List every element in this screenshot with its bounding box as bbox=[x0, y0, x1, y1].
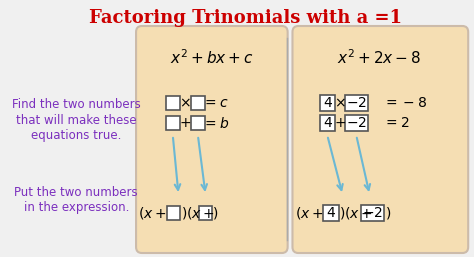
Bar bbox=[191, 116, 205, 130]
Bar bbox=[167, 206, 181, 220]
Bar bbox=[361, 205, 384, 221]
Text: $)(x+$: $)(x+$ bbox=[339, 205, 373, 221]
Bar bbox=[191, 96, 205, 110]
Text: 4: 4 bbox=[327, 206, 336, 220]
Bar bbox=[323, 205, 339, 221]
Text: $)$: $)$ bbox=[212, 205, 219, 221]
Text: 4: 4 bbox=[323, 96, 332, 110]
Text: $(x+$: $(x+$ bbox=[295, 205, 323, 221]
Text: $= b$: $= b$ bbox=[201, 115, 229, 131]
Bar bbox=[345, 115, 368, 131]
Text: $-2$: $-2$ bbox=[362, 206, 383, 220]
Bar bbox=[345, 95, 368, 111]
Text: $x^2 + 2x - 8$: $x^2 + 2x - 8$ bbox=[337, 49, 421, 67]
Text: $= 2$: $= 2$ bbox=[383, 116, 410, 130]
Bar bbox=[199, 206, 212, 220]
Text: $(x+$: $(x+$ bbox=[137, 205, 166, 221]
Text: $)$: $)$ bbox=[385, 205, 392, 221]
Text: $x^2 + bx + c$: $x^2 + bx + c$ bbox=[170, 49, 253, 67]
Text: $\times$: $\times$ bbox=[180, 96, 191, 110]
FancyBboxPatch shape bbox=[292, 26, 468, 253]
Bar bbox=[166, 116, 180, 130]
Text: $+$: $+$ bbox=[179, 116, 191, 130]
Bar bbox=[319, 95, 335, 111]
Bar bbox=[166, 96, 180, 110]
Text: $-2$: $-2$ bbox=[346, 116, 367, 130]
Text: Put the two numbers
in the expression.: Put the two numbers in the expression. bbox=[14, 186, 138, 214]
Text: 4: 4 bbox=[323, 116, 332, 130]
Text: $\times$: $\times$ bbox=[334, 96, 346, 110]
Text: $+$: $+$ bbox=[334, 116, 346, 130]
Text: $= -8$: $= -8$ bbox=[383, 96, 427, 110]
Text: Factoring Trinomials with a =1: Factoring Trinomials with a =1 bbox=[89, 9, 401, 27]
Text: $)(x+$: $)(x+$ bbox=[182, 205, 215, 221]
Text: Find the two numbers
that will make these
equations true.: Find the two numbers that will make thes… bbox=[12, 98, 141, 142]
Text: $= c$: $= c$ bbox=[202, 96, 228, 110]
FancyBboxPatch shape bbox=[136, 26, 288, 253]
Bar bbox=[319, 115, 335, 131]
Text: $-2$: $-2$ bbox=[346, 96, 367, 110]
